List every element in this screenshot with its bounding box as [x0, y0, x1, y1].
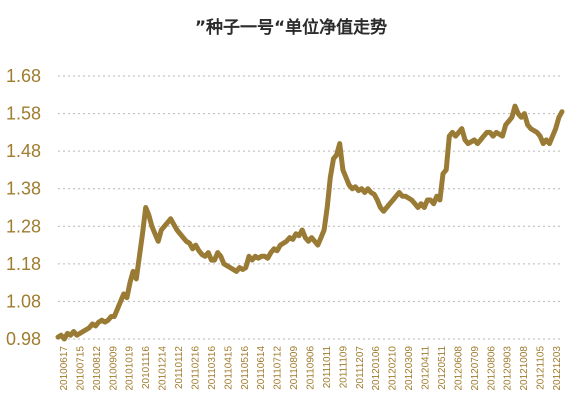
x-tick-label: 20120806	[486, 346, 497, 391]
y-tick-label: 1.48	[6, 141, 41, 161]
x-tick-label: 20120309	[404, 346, 415, 391]
x-tick-label: 20110415	[223, 346, 234, 390]
x-tick-label: 20110614	[256, 346, 267, 390]
y-tick-label: 1.38	[6, 179, 41, 199]
x-tick-label: 20110216	[190, 346, 201, 390]
series-layer	[55, 103, 565, 342]
y-tick-label: 1.28	[6, 216, 41, 236]
x-tick-label: 20121008	[519, 346, 530, 391]
x-tick-label: 20110906	[306, 346, 317, 390]
x-tick-label: 20121203	[552, 346, 563, 391]
grid-lines	[58, 75, 562, 340]
x-tick-label: 20111207	[355, 346, 366, 389]
x-tick-label: 20120608	[453, 346, 464, 391]
x-tick-label: 20100812	[92, 346, 103, 391]
y-tick-label: 1.58	[6, 104, 41, 124]
x-tick-label: 20100715	[75, 346, 86, 391]
x-tick-label: 20120411	[421, 346, 432, 390]
x-tick-label: 20120709	[470, 346, 481, 391]
x-tick-label: 20101214	[158, 346, 169, 391]
x-tick-label: 20111109	[338, 346, 349, 389]
x-tick-label: 20110112	[174, 346, 185, 389]
x-tick-label: 20100617	[59, 346, 70, 391]
y-tick-label: 0.98	[6, 329, 41, 349]
x-tick-label: 20120511	[437, 346, 448, 390]
y-axis-ticks: 1.68 1.58 1.48 1.38 1.28 1.18 1.08 0.98	[6, 66, 41, 349]
x-tick-label: 20110712	[273, 346, 284, 390]
x-tick-label: 20110809	[289, 346, 300, 390]
x-tick-label: 20101116	[141, 346, 152, 389]
x-tick-label: 20111011	[322, 346, 333, 389]
y-tick-label: 1.08	[6, 291, 41, 311]
chart-title: ”种子一号“单位净值走势	[195, 17, 387, 38]
y-tick-label: 1.68	[6, 66, 41, 86]
x-tick-label: 20120903	[503, 346, 514, 391]
x-tick-label: 20100909	[108, 346, 119, 391]
y-tick-label: 1.18	[6, 254, 41, 274]
x-tick-label: 20121105	[536, 346, 547, 390]
x-tick-label: 20110516	[240, 346, 251, 390]
x-tick-label: 20120106	[371, 346, 382, 391]
x-tick-label: 20110316	[207, 346, 218, 390]
nav-line	[55, 103, 565, 342]
x-tick-label: 20101019	[125, 346, 136, 391]
x-tick-label: 20120210	[388, 346, 399, 391]
x-axis-ticks: 20100617 20100715 20100812 20100909 20101019…	[59, 346, 563, 391]
